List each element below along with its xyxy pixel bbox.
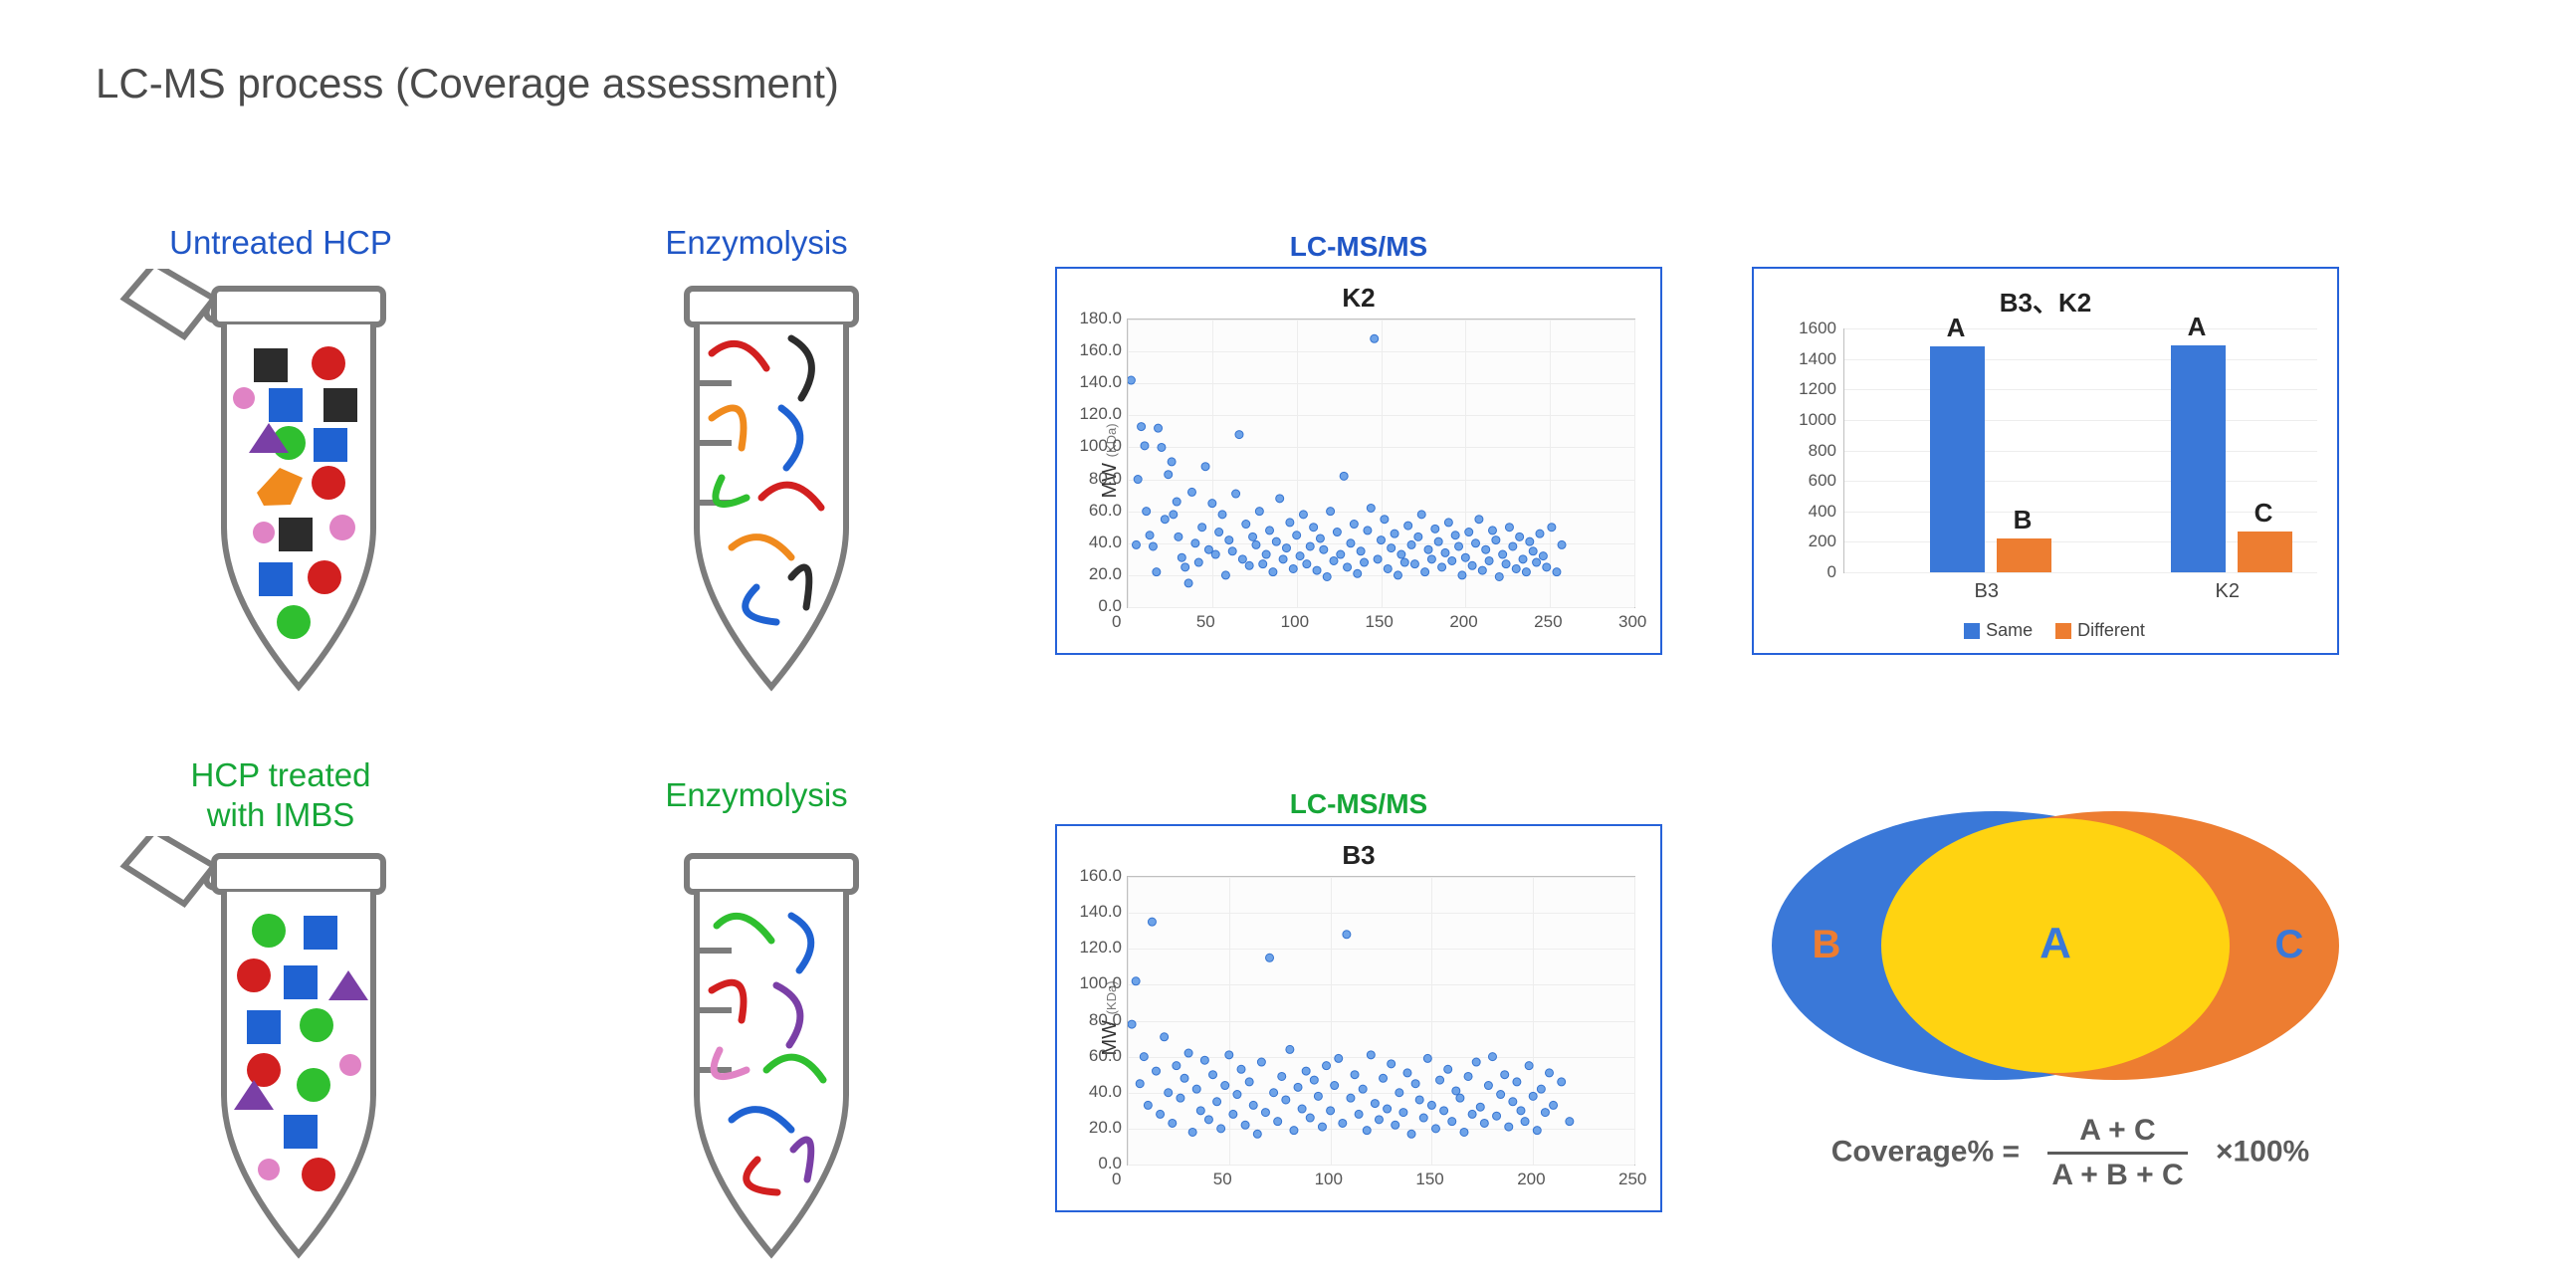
venn-label-a: A — [2039, 919, 2071, 967]
formula-denominator: A + B + C — [2047, 1155, 2187, 1196]
label-enzymolysis-bottom: Enzymolysis — [627, 776, 886, 814]
barchart-title: B3、K2 — [1754, 283, 2337, 320]
formula-fraction: A + C A + B + C — [2047, 1110, 2187, 1196]
scatter-b3-frame: LC-MS/MS B3 MW (KDa) 0.020.040.060.080.0… — [1055, 824, 1662, 1212]
scatter-b3-plotarea — [1127, 876, 1635, 1166]
label-treated-l2: with IMBS — [151, 796, 410, 834]
formula-numerator: A + C — [2047, 1110, 2187, 1155]
lcms-header-bottom: LC-MS/MS — [1057, 788, 1660, 820]
label-untreated: Untreated HCP — [151, 224, 410, 262]
label-treated-l1: HCP treated — [151, 756, 410, 794]
venn-label-c: C — [2275, 923, 2304, 966]
tube-treated — [119, 836, 448, 1279]
venn-label-b: B — [1813, 923, 1841, 966]
scatter-k2-plotarea — [1127, 319, 1635, 608]
scatter-b3-title: B3 — [1057, 840, 1660, 871]
lcms-header-top: LC-MS/MS — [1057, 231, 1660, 263]
barchart-plotarea — [1843, 328, 2317, 573]
legend-label-same: Same — [1986, 620, 2033, 640]
page-title: LC-MS process (Coverage assessment) — [96, 60, 839, 107]
barchart-legend: Same Different — [1754, 620, 2337, 641]
label-enzymolysis-top: Enzymolysis — [627, 224, 886, 262]
coverage-formula: Coverage% = A + C A + B + C ×100% — [1752, 1110, 2389, 1196]
tube-enzymolysis-top — [592, 269, 921, 712]
scatter-k2-title: K2 — [1057, 283, 1660, 314]
legend-swatch-same — [1964, 623, 1980, 639]
legend-label-diff: Different — [2077, 620, 2145, 640]
diagram-root: LC-MS process (Coverage assessment) Untr… — [0, 0, 2576, 1279]
tube-enzymolysis-bottom — [592, 836, 921, 1279]
formula-rhs: ×100% — [2216, 1135, 2309, 1168]
tube-untreated — [119, 269, 448, 712]
legend-swatch-diff — [2055, 623, 2071, 639]
formula-lhs: Coverage% = — [1831, 1135, 2020, 1168]
barchart-frame: B3、K2 Same Different 0200400600800100012… — [1752, 267, 2339, 655]
scatter-k2-frame: LC-MS/MS K2 MW (KDa) 0.020.040.060.080.0… — [1055, 267, 1662, 655]
venn-diagram: B A C — [1752, 796, 2359, 1095]
